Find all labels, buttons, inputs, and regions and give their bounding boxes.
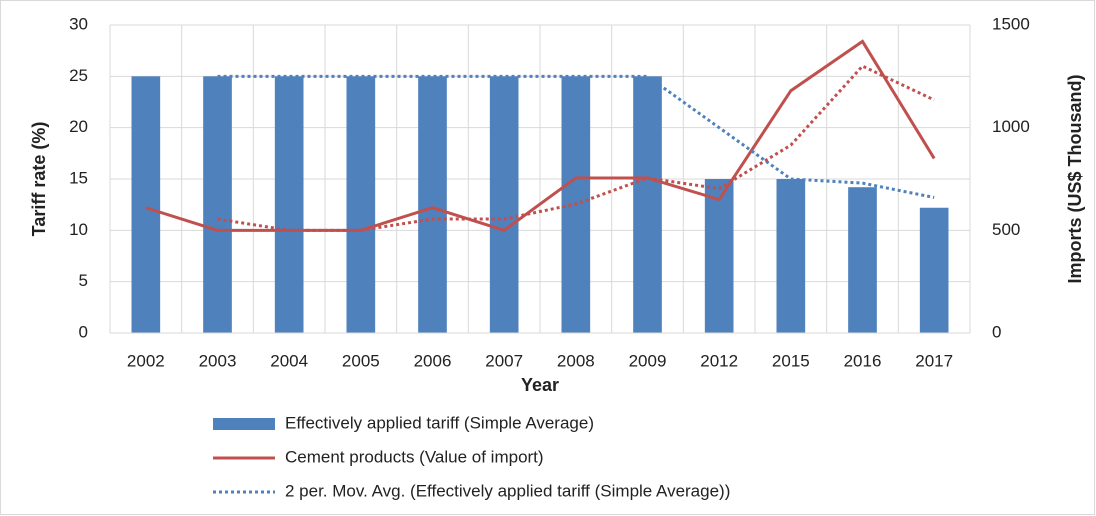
- x-axis-title: Year: [521, 375, 559, 395]
- legend-label: Cement products (Value of import): [285, 447, 544, 466]
- bar: [418, 76, 447, 333]
- x-tick-label: 2017: [915, 351, 953, 370]
- x-tick-label: 2009: [629, 351, 667, 370]
- legend-label: 2 per. Mov. Avg. (Effectively applied ta…: [285, 481, 730, 500]
- y-tick-label: 5: [79, 271, 88, 290]
- bar: [346, 76, 376, 333]
- y2-tick-label: 1000: [992, 117, 1030, 136]
- line: [217, 74, 935, 199]
- x-tick-label: 2007: [485, 351, 523, 370]
- y-axis-title: Tariff rate (%): [29, 122, 49, 237]
- bar: [203, 76, 232, 333]
- bar: [776, 179, 806, 333]
- bar: [274, 76, 304, 333]
- y2-tick-label: 0: [992, 322, 1001, 341]
- y-tick-label: 20: [69, 117, 88, 136]
- bar: [489, 76, 519, 333]
- x-tick-label: 2002: [127, 351, 165, 370]
- line: [217, 64, 935, 232]
- y2-tick-label: 500: [992, 220, 1020, 239]
- bar: [633, 76, 662, 333]
- x-tick-label: 2006: [414, 351, 452, 370]
- x-tick-label: 2016: [844, 351, 882, 370]
- y-tick-label: 25: [69, 66, 88, 85]
- y2-axis-title: Imports (US$ Thousand): [1065, 74, 1085, 283]
- legend-label: Effectively applied tariff (Simple Avera…: [285, 413, 594, 432]
- x-tick-label: 2008: [557, 351, 595, 370]
- bar: [919, 207, 949, 333]
- bar: [131, 76, 161, 333]
- x-tick-label: 2012: [700, 351, 738, 370]
- bar: [848, 187, 877, 333]
- y-tick-label: 0: [79, 322, 88, 341]
- y2-tick-label: 1500: [992, 14, 1030, 33]
- line: [145, 39, 936, 232]
- x-tick-label: 2005: [342, 351, 380, 370]
- x-tick-label: 2003: [199, 351, 237, 370]
- y-tick-label: 30: [69, 14, 88, 33]
- x-tick-label: 2004: [270, 351, 308, 370]
- legend-swatch: [213, 418, 275, 430]
- y-tick-label: 10: [69, 220, 88, 239]
- y-tick-label: 15: [69, 168, 88, 187]
- x-tick-label: 2015: [772, 351, 810, 370]
- bar: [704, 179, 734, 333]
